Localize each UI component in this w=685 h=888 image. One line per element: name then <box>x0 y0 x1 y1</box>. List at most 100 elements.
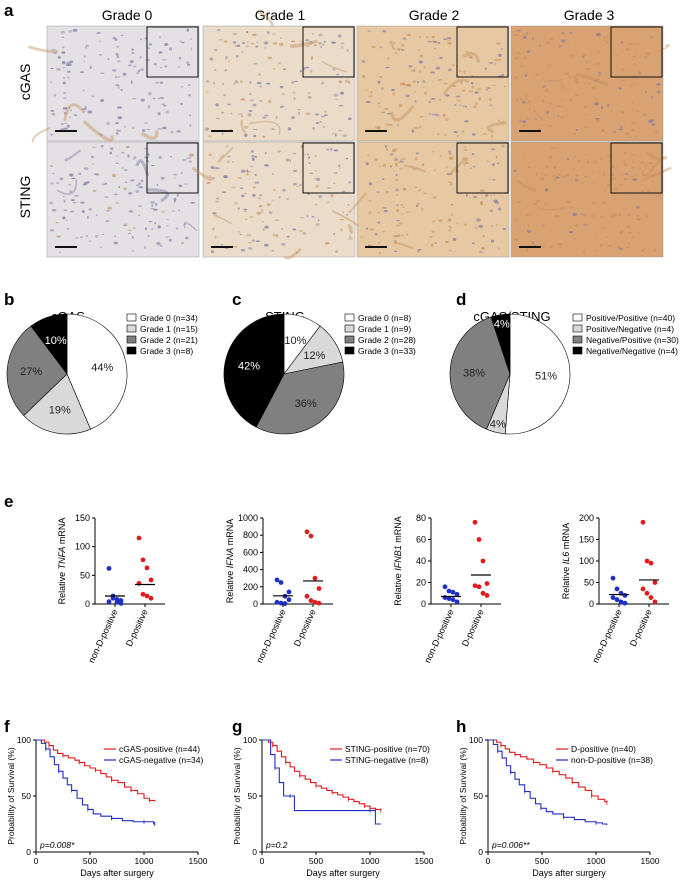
cell-nucleus <box>536 199 541 203</box>
cell-nucleus <box>325 148 330 151</box>
cell-nucleus <box>255 240 261 243</box>
cell-nucleus <box>475 102 478 106</box>
cell-nucleus <box>569 54 574 57</box>
cell-nucleus <box>189 153 194 157</box>
cell-nucleus <box>643 113 647 117</box>
tissue-fiber <box>213 213 233 225</box>
cell-nucleus <box>226 160 230 164</box>
cell-nucleus <box>340 91 344 95</box>
cell-nucleus <box>147 234 150 238</box>
legend-swatch <box>126 313 137 322</box>
cell-nucleus <box>159 97 165 99</box>
cell-nucleus <box>580 92 584 95</box>
cell-nucleus <box>632 55 637 57</box>
cell-nucleus <box>419 54 423 58</box>
cell-nucleus <box>124 125 126 128</box>
cell-nucleus <box>516 29 521 32</box>
cell-nucleus <box>360 236 363 238</box>
cell-nucleus <box>447 41 452 45</box>
y-axis-label-gene: TNFA <box>57 547 67 570</box>
cell-nucleus <box>533 202 537 206</box>
cell-nucleus <box>594 250 598 252</box>
cell-nucleus <box>374 232 378 236</box>
cell-nucleus <box>59 251 62 254</box>
cell-nucleus <box>546 111 549 114</box>
cell-nucleus <box>164 65 167 68</box>
cell-nucleus <box>498 58 502 62</box>
tissue-fiber <box>249 121 281 135</box>
cell-nucleus <box>628 83 634 87</box>
cell-nucleus <box>156 184 159 187</box>
cell-nucleus <box>471 153 475 156</box>
cell-nucleus <box>178 209 180 212</box>
cell-nucleus <box>447 150 452 153</box>
cell-nucleus <box>540 244 544 248</box>
cell-nucleus <box>132 97 137 100</box>
data-point <box>484 593 490 598</box>
cell-nucleus <box>247 40 250 43</box>
cell-nucleus <box>263 114 269 117</box>
cell-nucleus <box>165 236 168 239</box>
cell-nucleus <box>239 233 242 236</box>
cell-nucleus <box>386 148 389 151</box>
cell-nucleus <box>450 226 452 230</box>
survival-curve <box>36 739 155 825</box>
cell-nucleus <box>127 154 130 158</box>
cell-nucleus <box>250 150 254 153</box>
cell-nucleus <box>263 41 269 45</box>
cell-nucleus <box>326 187 330 189</box>
y-axis-label-suffix: mRNA <box>393 516 403 545</box>
cell-nucleus <box>556 105 562 107</box>
cell-nucleus <box>180 171 183 175</box>
cell-nucleus <box>488 61 491 64</box>
cell-nucleus <box>543 202 548 206</box>
data-point <box>648 595 654 600</box>
cell-nucleus <box>402 37 407 40</box>
cell-nucleus <box>66 62 71 65</box>
cell-nucleus <box>50 67 54 70</box>
cell-nucleus <box>525 96 529 100</box>
cell-nucleus <box>550 147 554 150</box>
cell-nucleus <box>186 156 192 160</box>
cell-nucleus <box>367 30 372 32</box>
cell-nucleus <box>336 73 340 76</box>
cell-nucleus <box>344 79 350 83</box>
cell-nucleus <box>109 151 113 155</box>
tissue-fiber <box>240 119 248 136</box>
cell-nucleus <box>115 53 119 57</box>
cell-nucleus <box>272 233 275 237</box>
cell-nucleus <box>158 51 163 54</box>
cell-nucleus <box>389 153 394 156</box>
cell-nucleus <box>271 172 274 176</box>
cell-nucleus <box>464 120 469 123</box>
panel-letter-d: d <box>456 290 466 309</box>
cell-nucleus <box>100 72 105 75</box>
legend-entry: STING-positive (n=70) <box>345 744 430 754</box>
cell-nucleus <box>648 119 653 123</box>
y-tick-label: 0 <box>253 599 258 609</box>
cell-nucleus <box>62 106 68 110</box>
cell-nucleus <box>502 227 507 231</box>
cell-nucleus <box>590 214 595 218</box>
cell-nucleus <box>632 178 637 181</box>
cell-nucleus <box>398 103 403 107</box>
cell-nucleus <box>215 200 220 203</box>
cell-nucleus <box>314 169 317 172</box>
pie-slice-label: 19% <box>49 404 71 416</box>
pie-slice-label: 36% <box>295 398 317 410</box>
cell-nucleus <box>610 214 615 218</box>
cell-nucleus <box>515 99 519 102</box>
cell-nucleus <box>558 45 562 48</box>
cell-nucleus <box>544 113 549 116</box>
cell-nucleus <box>278 62 281 64</box>
cell-nucleus <box>544 174 547 177</box>
data-point <box>622 593 628 598</box>
cell-nucleus <box>310 58 313 60</box>
cell-nucleus <box>266 31 270 34</box>
cell-nucleus <box>491 178 496 181</box>
cell-nucleus <box>456 222 459 225</box>
cell-nucleus <box>238 113 243 115</box>
cell-nucleus <box>274 219 280 221</box>
pie-slice <box>223 313 285 428</box>
cell-nucleus <box>490 62 494 64</box>
